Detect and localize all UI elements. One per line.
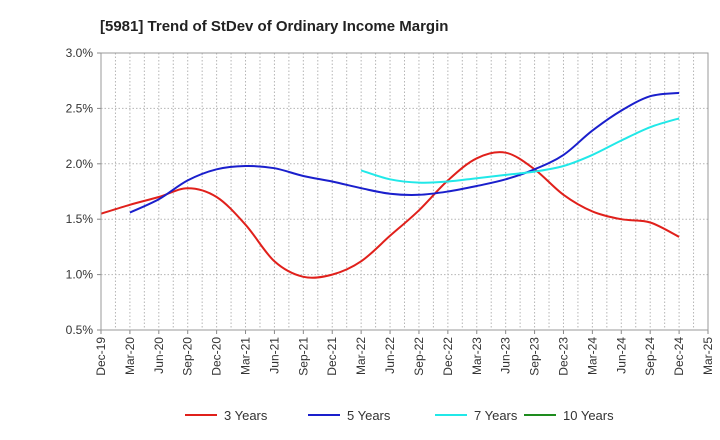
x-tick-label: Mar-20 xyxy=(123,337,137,375)
x-tick-label: Jun-20 xyxy=(152,337,166,374)
x-tick-label: Jun-22 xyxy=(383,337,397,374)
y-tick-label: 3.0% xyxy=(66,46,94,60)
x-tick-label: Sep-24 xyxy=(643,337,657,376)
legend-label: 7 Years xyxy=(474,408,518,423)
y-tick-label: 2.0% xyxy=(66,157,94,171)
x-tick-label: Sep-20 xyxy=(181,337,195,376)
x-tick-label: Mar-22 xyxy=(354,337,368,375)
x-tick-label: Jun-23 xyxy=(499,337,513,374)
x-tick-label: Mar-21 xyxy=(239,337,253,375)
x-tick-label: Dec-24 xyxy=(672,337,686,376)
x-tick-label: Sep-21 xyxy=(296,337,310,376)
legend: 3 Years 5 Years 7 Years 10 Years xyxy=(185,408,614,423)
x-tick-label: Dec-22 xyxy=(441,337,455,376)
series-line-1 xyxy=(100,151,680,279)
x-axis: Dec-19 Mar-20 Jun-20 Sep-20 Dec-20 Mar-21 Jun-… xyxy=(94,330,715,376)
x-tick-label: Dec-23 xyxy=(556,337,570,376)
x-tick-label: Mar-24 xyxy=(585,337,599,375)
legend-label: 3 Years xyxy=(224,408,268,423)
x-tick-label: Sep-22 xyxy=(412,337,426,376)
series-lines xyxy=(100,91,680,279)
plot-area xyxy=(100,52,709,331)
grid xyxy=(101,53,708,330)
x-tick-label: Mar-23 xyxy=(470,337,484,375)
series-line-3 xyxy=(360,117,680,184)
x-tick-label: Jun-24 xyxy=(614,337,628,374)
x-tick-label: Dec-19 xyxy=(94,337,108,376)
chart-title: [5981] Trend of StDev of Ordinary Income… xyxy=(100,18,448,35)
x-tick-label: Jun-21 xyxy=(267,337,281,374)
x-tick-label: Dec-21 xyxy=(325,337,339,376)
x-tick-label: Sep-23 xyxy=(528,337,542,376)
x-tick-label: Dec-20 xyxy=(210,337,224,376)
y-axis: 0.5% 1.0% 1.5% 2.0% 2.5% 3.0% xyxy=(66,46,101,337)
y-tick-label: 2.5% xyxy=(66,101,94,115)
y-tick-label: 1.0% xyxy=(66,268,94,282)
legend-label: 10 Years xyxy=(563,408,614,423)
y-tick-label: 0.5% xyxy=(66,323,94,337)
series-line-2 xyxy=(129,91,680,214)
legend-label: 5 Years xyxy=(347,408,391,423)
y-tick-label: 1.5% xyxy=(66,212,94,226)
x-tick-label: Mar-25 xyxy=(701,337,715,375)
